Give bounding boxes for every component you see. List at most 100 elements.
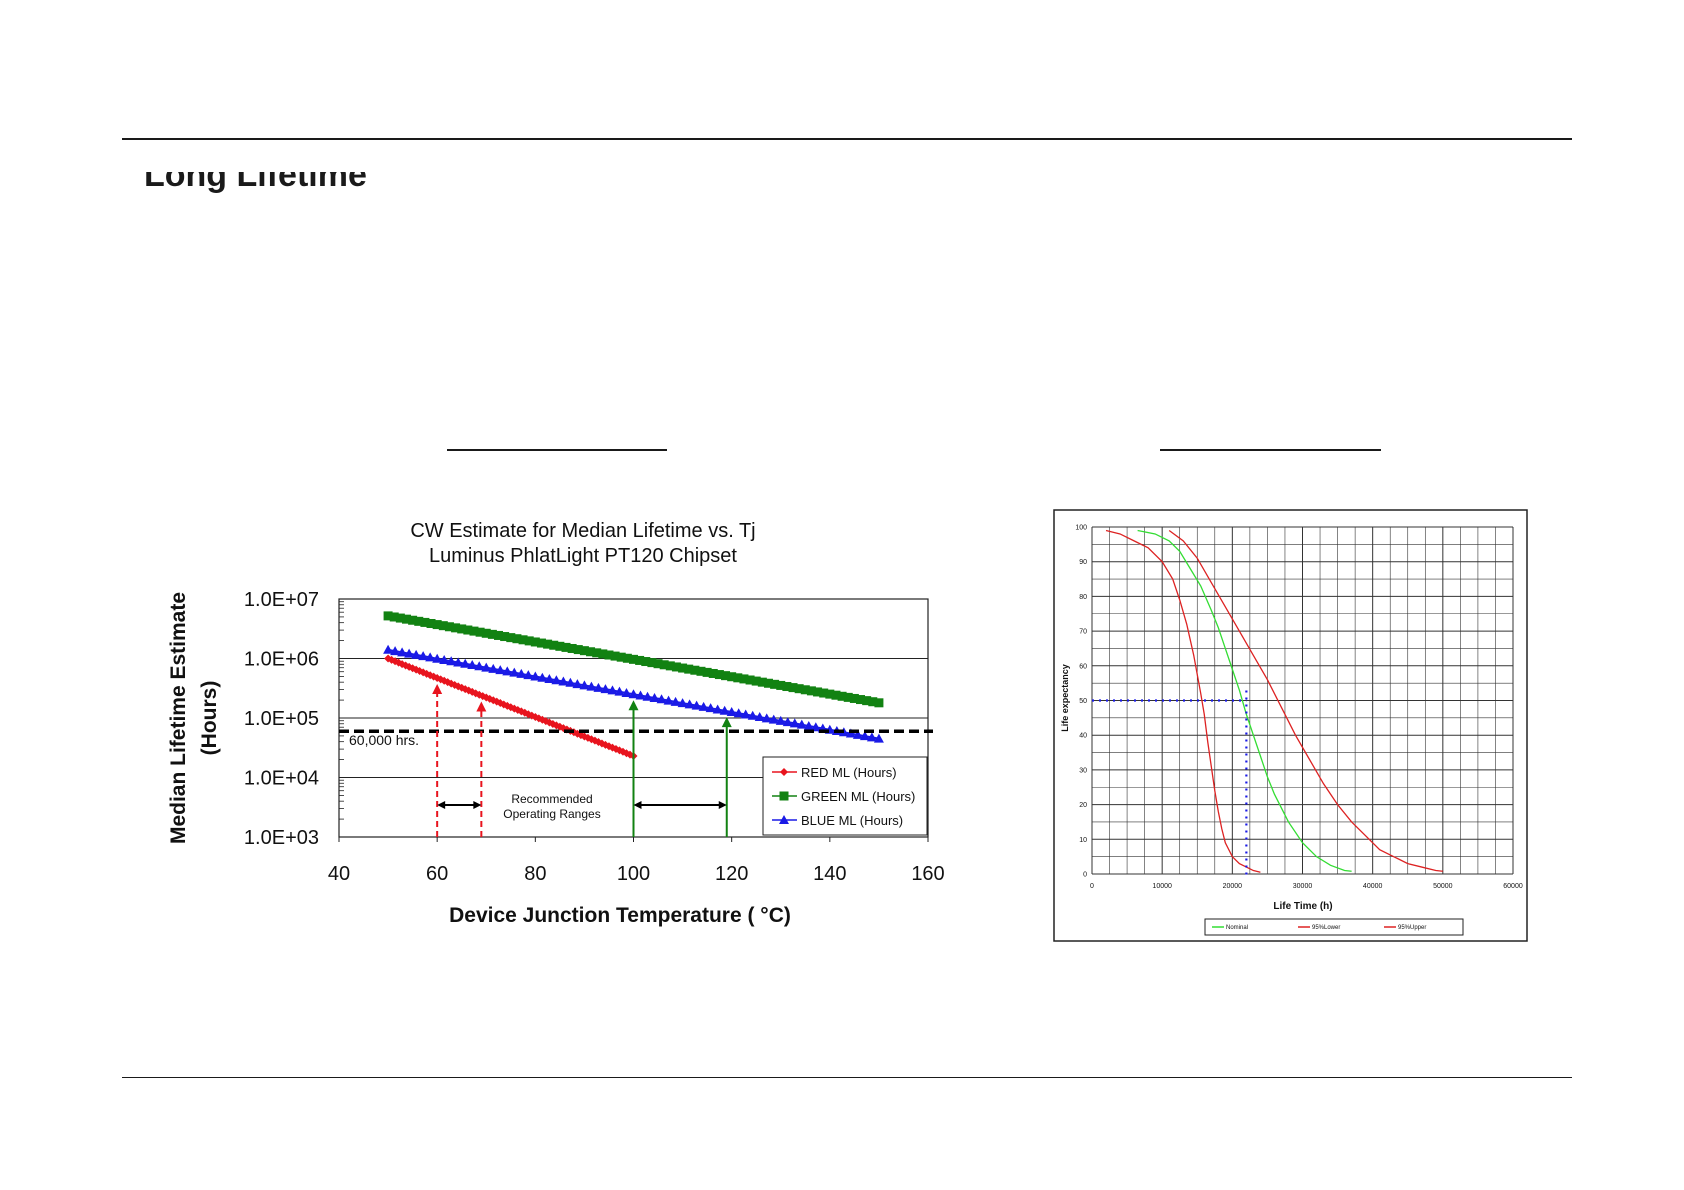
x-tick-120: 120 — [715, 863, 748, 885]
data-point — [558, 676, 569, 686]
series-nominal — [1137, 529, 1352, 872]
y-tick-40: 40 — [1079, 733, 1087, 740]
data-point — [432, 653, 443, 663]
legend-label: GREEN ML (Hours) — [801, 789, 915, 804]
data-point — [561, 642, 571, 652]
data-point — [426, 619, 436, 629]
left-chart-underline — [447, 449, 667, 451]
data-point — [530, 671, 541, 681]
data-point — [678, 663, 688, 673]
data-point — [555, 641, 565, 651]
data-point — [800, 685, 810, 695]
red-range-span-head-right — [473, 801, 482, 809]
data-point — [420, 617, 430, 627]
y-tick-50: 50 — [1079, 698, 1087, 705]
data-point — [444, 622, 454, 632]
data-point — [451, 623, 461, 633]
data-point — [670, 696, 681, 706]
data-point — [874, 698, 884, 708]
data-point — [747, 710, 758, 720]
x-tick-labels: 0 10000 20000 30000 40000 50000 60000 — [1090, 883, 1523, 890]
data-point — [518, 635, 528, 645]
series-green — [383, 611, 884, 708]
data-point — [549, 640, 559, 650]
data-point — [523, 670, 534, 680]
data-point — [684, 699, 695, 709]
data-point — [621, 687, 632, 697]
data-point — [509, 667, 520, 677]
right-chart-underline — [1160, 449, 1381, 451]
y-tick-1.0E+05: 1.0E+05 — [244, 708, 319, 730]
top-rule — [122, 138, 1572, 140]
data-point — [698, 701, 709, 711]
data-point — [849, 693, 859, 703]
data-point — [691, 700, 702, 710]
red-range-arrow-low-head — [432, 683, 443, 694]
data-point — [418, 651, 429, 661]
y-minor-ticks — [339, 601, 344, 820]
data-point — [775, 715, 786, 725]
data-point — [614, 686, 625, 696]
data-point — [543, 639, 553, 649]
range-label-line2: Operating Ranges — [503, 807, 600, 821]
data-point — [696, 666, 706, 676]
data-point — [763, 678, 773, 688]
data-point — [789, 718, 800, 728]
series-95pctlower — [1105, 529, 1261, 873]
data-point — [530, 637, 540, 647]
data-point — [813, 687, 823, 697]
data-point — [506, 633, 516, 643]
data-point — [593, 682, 604, 692]
data-point — [488, 663, 499, 673]
data-point — [714, 670, 724, 680]
y-tick-90: 90 — [1079, 559, 1087, 566]
data-point — [469, 626, 479, 636]
data-point — [719, 705, 730, 715]
data-point — [726, 706, 737, 716]
y-tick-1.0E+06: 1.0E+06 — [244, 649, 319, 671]
data-point — [404, 648, 415, 658]
y-axis-label: Median Lifetime Estimate — [167, 592, 190, 844]
data-point — [565, 677, 576, 687]
data-point — [475, 627, 485, 637]
data-point — [733, 673, 743, 683]
data-point — [567, 643, 577, 653]
data-point — [579, 646, 589, 656]
data-point — [776, 680, 786, 690]
x-tick-20000: 20000 — [1223, 883, 1243, 890]
data-point — [446, 656, 457, 666]
data-point — [572, 679, 583, 689]
data-point — [727, 672, 737, 682]
data-point — [397, 647, 408, 657]
data-point — [401, 614, 411, 624]
data-point — [408, 615, 418, 625]
y-tick-30: 30 — [1079, 767, 1087, 774]
data-point — [586, 681, 597, 691]
data-point — [616, 652, 626, 662]
data-point — [862, 696, 872, 706]
data-point — [690, 665, 700, 675]
data-point — [536, 638, 546, 648]
data-point — [843, 692, 853, 702]
data-point — [629, 654, 638, 664]
series-group — [1105, 529, 1443, 873]
life-expectancy-chart: 0 10 20 30 40 50 60 70 80 90 100 0 10000 20000 30000 4… — [1053, 509, 1528, 942]
x-tick-80: 80 — [524, 863, 546, 885]
data-point — [739, 674, 749, 684]
data-point — [383, 611, 393, 621]
y-tick-60: 60 — [1079, 663, 1087, 670]
x-tick-60000: 60000 — [1503, 883, 1523, 890]
data-point — [622, 653, 632, 663]
data-point — [502, 666, 513, 676]
data-point — [740, 709, 751, 719]
data-point — [761, 713, 772, 723]
data-point — [647, 658, 657, 668]
data-point — [481, 628, 491, 638]
green-range-arrow-high-head — [721, 717, 732, 728]
data-point — [579, 680, 590, 690]
chart-title: CW Estimate for Median Lifetime vs. Tj — [410, 520, 755, 542]
data-point — [649, 693, 660, 703]
x-tick-40000: 40000 — [1363, 883, 1383, 890]
legend-swatch-marker — [780, 768, 788, 776]
data-point — [628, 689, 639, 699]
